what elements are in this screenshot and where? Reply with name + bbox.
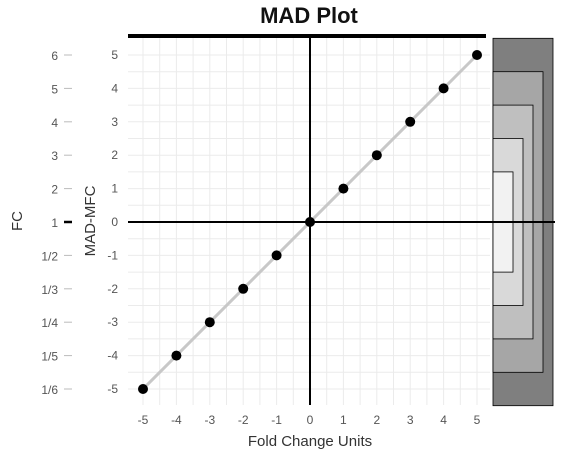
y-tick-label: 4 [111, 81, 118, 95]
data-point [338, 183, 349, 194]
x-tick-label: 4 [440, 413, 447, 427]
data-point [371, 150, 382, 161]
y-tick-label: -3 [107, 315, 118, 329]
y-tick-label: 5 [111, 48, 118, 62]
x-tick-label: 1 [340, 413, 347, 427]
x-tick-label: 5 [474, 413, 481, 427]
fc-tick-label: 1 [51, 216, 58, 230]
y-axis-title: MAD-MFC [82, 185, 99, 256]
x-tick-label: 2 [373, 413, 380, 427]
fc-tick-label: 6 [51, 49, 58, 63]
data-point [305, 217, 315, 227]
x-tick-label: 0 [307, 413, 314, 427]
y-tick-label: -2 [107, 282, 118, 296]
data-point [405, 116, 416, 127]
data-point [271, 250, 282, 261]
y-tick-label: -4 [107, 349, 118, 363]
fc-tick-label: 1/5 [41, 350, 58, 364]
fc-tick-label: 3 [51, 149, 58, 163]
y-tick-label: 0 [111, 215, 118, 229]
fc-tick-label: 5 [51, 82, 58, 96]
y-tick-label: 1 [111, 182, 118, 196]
fc-tick-label: 1/3 [41, 283, 58, 297]
x-tick-label: -2 [238, 413, 249, 427]
data-point [171, 350, 182, 361]
chart-title: MAD Plot [260, 3, 358, 28]
y-tick-label: -1 [107, 248, 118, 262]
data-point [138, 384, 148, 394]
x-tick-label: -1 [271, 413, 282, 427]
x-tick-label: -5 [138, 413, 149, 427]
x-tick-label: 3 [407, 413, 414, 427]
data-point [472, 50, 482, 60]
x-axis-title: Fold Change Units [248, 433, 372, 450]
fc-tick-labels: 6 5 4 3 2 1 1/2 1/3 1/4 1/5 1/6 [41, 49, 72, 397]
x-tick-labels: -5 -4 -3 -2 -1 0 1 2 3 4 5 [138, 413, 481, 427]
y-tick-label: 3 [111, 115, 118, 129]
x-tick-label: -4 [171, 413, 182, 427]
data-point [238, 283, 249, 294]
y-tick-label: -5 [107, 382, 118, 396]
data-point [204, 317, 215, 328]
fc-axis-title: FC [9, 211, 26, 231]
fc-tick-label: 1/2 [41, 249, 58, 263]
fc-tick-label: 2 [51, 183, 58, 197]
fc-tick-label: 4 [51, 116, 58, 130]
x-tick-label: -3 [204, 413, 215, 427]
axes [128, 38, 555, 405]
fc-tick-label: 1/6 [41, 383, 58, 397]
y-tick-labels: -5 -4 -3 -2 -1 0 1 2 3 4 5 [107, 48, 118, 396]
y-tick-label: 2 [111, 148, 118, 162]
data-points [138, 50, 482, 394]
data-point [438, 83, 449, 94]
fc-tick-label: 1/4 [41, 316, 58, 330]
